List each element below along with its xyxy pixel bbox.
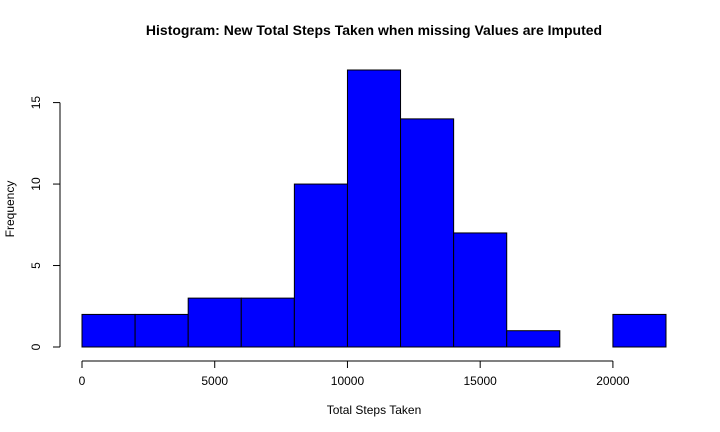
y-axis-label: Frequency bbox=[3, 181, 17, 238]
y-axis: 0 5 10 15 bbox=[29, 96, 61, 350]
x-tick-label-2: 10000 bbox=[331, 374, 365, 388]
y-tick-label-1: 5 bbox=[29, 262, 43, 269]
histogram-bar-2 bbox=[187, 297, 242, 348]
x-tick-label-3: 15000 bbox=[463, 374, 497, 388]
histogram-bar-1 bbox=[134, 313, 189, 348]
histogram-bar-0 bbox=[81, 313, 136, 348]
histogram-bar-6 bbox=[400, 118, 455, 348]
histogram-bar-7 bbox=[453, 232, 508, 348]
x-tick-label-0: 0 bbox=[79, 374, 86, 388]
x-axis-label: Total Steps Taken bbox=[327, 403, 422, 417]
x-axis: 0 5000 10000 15000 20000 bbox=[79, 360, 630, 388]
x-tick-label-1: 5000 bbox=[201, 374, 228, 388]
chart-title: Histogram: New Total Steps Taken when mi… bbox=[146, 22, 602, 38]
y-tick-label-2: 10 bbox=[29, 177, 43, 191]
histogram-bar-8 bbox=[506, 330, 561, 348]
histogram-bar-5 bbox=[346, 69, 402, 348]
y-tick-label-3: 15 bbox=[29, 96, 43, 110]
histogram-bar-4 bbox=[293, 183, 348, 348]
histogram-bar-3 bbox=[240, 297, 295, 348]
histogram-bar-10 bbox=[612, 313, 667, 348]
bars-group bbox=[81, 69, 667, 348]
x-tick-label-4: 20000 bbox=[596, 374, 630, 388]
y-tick-label-0: 0 bbox=[29, 343, 43, 350]
